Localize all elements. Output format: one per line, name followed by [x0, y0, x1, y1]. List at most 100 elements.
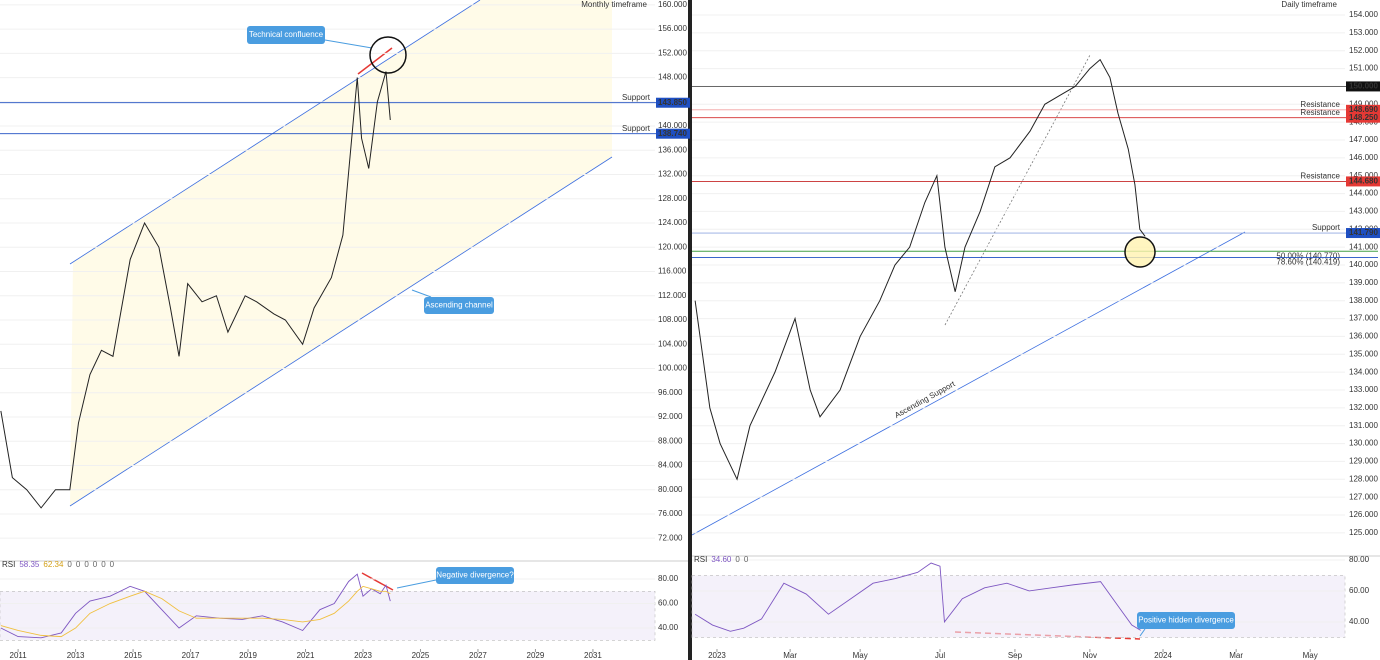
- x-tick-label: Nov: [1083, 651, 1097, 660]
- y-tick-label: 129.000: [1349, 457, 1378, 466]
- y-tick-label: 60.00: [658, 599, 679, 608]
- data-line: [0, 585, 391, 638]
- y-tick-label: 138.000: [1349, 296, 1378, 305]
- level-value-box: [656, 128, 690, 139]
- y-tick-label: 72.000: [658, 533, 683, 542]
- x-tick-label: May: [853, 651, 868, 660]
- y-tick-label: 120.000: [658, 242, 687, 251]
- level-label: Resistance: [1300, 172, 1340, 181]
- y-tick-label: 125.000: [1349, 528, 1378, 537]
- data-line: [694, 58, 1146, 481]
- y-tick-label: 149.000: [1349, 99, 1378, 108]
- level-label: 50.00% (140.770): [1276, 251, 1340, 260]
- level-label: Support: [622, 93, 651, 102]
- y-tick-label: 100.000: [658, 364, 687, 373]
- y-tick-label: 154.000: [1349, 10, 1378, 19]
- y-tick-label: 40.00: [658, 623, 679, 632]
- level-value-box: [1346, 104, 1380, 115]
- callout: Technical confluence: [247, 26, 373, 49]
- callout-text: Technical confluence: [249, 30, 324, 39]
- data-line: [0, 573, 391, 639]
- x-tick-label: 2023: [708, 651, 726, 660]
- callout-text: Ascending channel: [425, 301, 493, 310]
- indicator-value: 0: [110, 560, 115, 569]
- level-value: 138.740: [658, 129, 687, 138]
- callout-pointer: [1139, 628, 1146, 637]
- callout-text: Negative divergence?: [436, 571, 514, 580]
- x-tick-label: 2024: [1154, 651, 1172, 660]
- level-value: 150.000: [1349, 82, 1378, 91]
- y-tick-label: 152.000: [658, 48, 687, 57]
- level-value: 144.680: [1349, 177, 1378, 186]
- y-tick-label: 127.000: [1349, 492, 1378, 501]
- indicator-value: 0: [84, 560, 89, 569]
- indicator-value: 0: [744, 555, 749, 564]
- y-tick-label: 76.000: [658, 509, 683, 518]
- indicator-value: 0: [93, 560, 98, 569]
- y-tick-label: 133.000: [1349, 385, 1378, 394]
- indicator-name: RSI: [694, 555, 707, 564]
- y-tick-label: 128.000: [1349, 474, 1378, 483]
- y-tick-label: 124.000: [658, 218, 687, 227]
- x-tick-label: 2031: [584, 651, 602, 660]
- divergence-line: [357, 47, 393, 75]
- y-tick-label: 137.000: [1349, 314, 1378, 323]
- indicator-header: RSI 34.60 0 0: [694, 555, 749, 564]
- level-label: Support: [622, 124, 651, 133]
- callout-text: Positive hidden divergence: [1138, 616, 1234, 625]
- highlight-circle: [369, 36, 407, 74]
- level-value-box: [1346, 176, 1380, 187]
- x-tick-label: 2027: [469, 651, 487, 660]
- y-tick-label: 130.000: [1349, 439, 1378, 448]
- level-label: Resistance: [1300, 100, 1340, 109]
- y-tick-label: 108.000: [658, 315, 687, 324]
- callout-box: [1137, 612, 1235, 629]
- y-tick-label: 136.000: [1349, 332, 1378, 341]
- indicator-value: 62.34: [43, 560, 64, 569]
- y-tick-label: 116.000: [658, 267, 687, 276]
- x-tick-label: Jul: [935, 651, 945, 660]
- callout: Positive hidden divergence: [1137, 612, 1235, 637]
- level-value-box: [656, 97, 690, 108]
- x-tick-label: Mar: [783, 651, 797, 660]
- y-tick-label: 96.000: [658, 388, 683, 397]
- y-tick-label: 139.000: [1349, 278, 1378, 287]
- level-value: 148.250: [1349, 113, 1378, 122]
- y-tick-label: 135.000: [1349, 349, 1378, 358]
- y-tick-label: 143.000: [1349, 207, 1378, 216]
- x-tick-label: May: [1303, 651, 1318, 660]
- indicator-value: 0: [101, 560, 106, 569]
- callout-box: [247, 26, 325, 44]
- y-tick-label: 134.000: [1349, 367, 1378, 376]
- y-tick-label: 60.00: [1349, 586, 1370, 595]
- y-tick-label: 156.000: [658, 24, 687, 33]
- callout-pointer: [324, 39, 373, 49]
- y-tick-label: 80.00: [658, 574, 679, 583]
- x-tick-label: Mar: [1229, 651, 1243, 660]
- callout-box: [424, 297, 494, 314]
- highlight-circle: [1124, 236, 1156, 268]
- x-tick-label: 2013: [67, 651, 85, 660]
- level-value-box: [1346, 112, 1380, 123]
- y-tick-label: 104.000: [658, 339, 687, 348]
- y-tick-label: 128.000: [658, 194, 687, 203]
- level-label: 78.60% (140.419): [1276, 258, 1340, 267]
- x-tick-label: 2029: [527, 651, 545, 660]
- y-tick-label: 144.000: [1349, 189, 1378, 198]
- indicator-name: RSI: [2, 560, 15, 569]
- indicator-value: 34.60: [711, 555, 732, 564]
- y-tick-label: 40.00: [1349, 617, 1370, 626]
- level-label: Resistance: [1300, 108, 1340, 117]
- fib-line: [944, 54, 1091, 326]
- data-line: [0, 71, 391, 509]
- callout: Ascending channel: [411, 289, 494, 314]
- x-tick-label: 2017: [182, 651, 200, 660]
- callout-pointer: [411, 289, 432, 298]
- y-tick-label: 80.000: [658, 485, 683, 494]
- timeframe-label: Daily timeframe: [1281, 0, 1337, 9]
- y-tick-label: 88.000: [658, 436, 683, 445]
- timeframe-label: Monthly timeframe: [581, 0, 647, 9]
- level-value-box: [1346, 228, 1380, 239]
